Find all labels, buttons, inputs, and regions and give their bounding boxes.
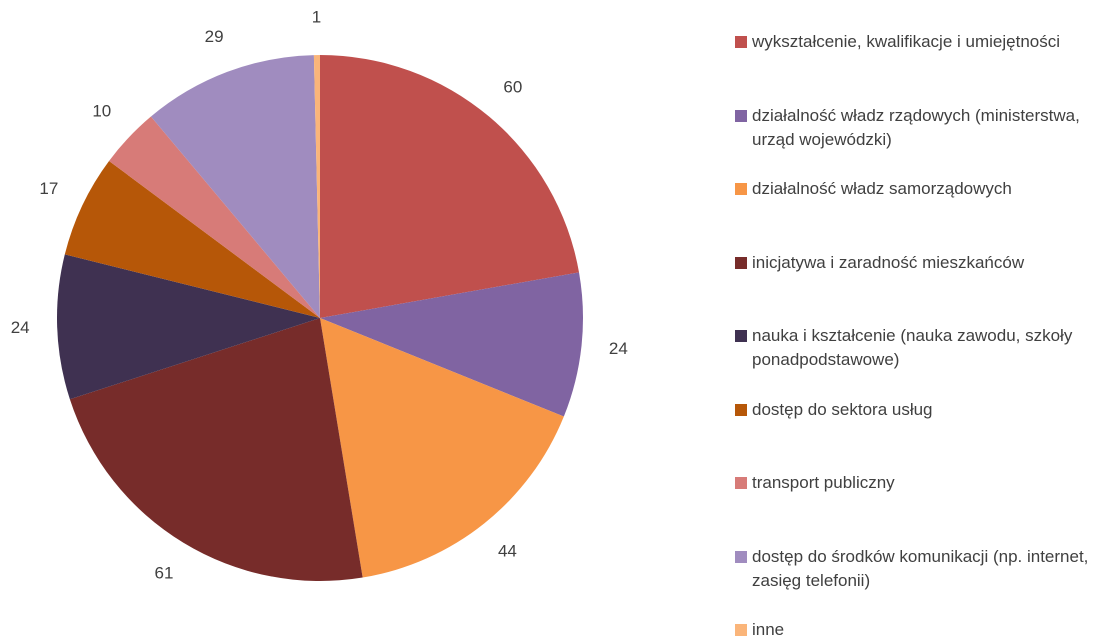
legend-item: wykształcenie, kwalifikacje i umiejętnoś… — [735, 30, 1107, 54]
chart: 60 24 44 61 24 17 10 29 1 — [11, 8, 628, 583]
pie-slice — [320, 318, 564, 578]
pie-slice — [109, 116, 321, 319]
legend-label: nauka i kształcenie (nauka zawodu, szkoł… — [752, 326, 1073, 369]
pie-slice — [69, 318, 363, 581]
legend-label: wykształcenie, kwalifikacje i umiejętnoś… — [752, 32, 1061, 51]
legend-item: transport publiczny — [735, 471, 1107, 495]
legend-item: działalność władz rządowych (ministerstw… — [735, 104, 1107, 152]
legend-label: działalność władz samorządowych — [752, 179, 1012, 198]
legend-swatch — [735, 403, 747, 416]
legend-swatch — [735, 550, 747, 563]
data-label: 24 — [609, 339, 628, 358]
legend-label: inne — [752, 620, 785, 639]
legend-item: inicjatywa i zaradność mieszkańców — [735, 251, 1107, 275]
pie-slice — [320, 55, 580, 318]
legend-swatch — [735, 330, 747, 342]
data-label: 61 — [155, 564, 174, 583]
pie-slice — [150, 55, 320, 319]
legend-swatch — [735, 109, 747, 122]
legend-item: dostęp do środków komunikacji (np. inter… — [735, 545, 1107, 593]
legend-label: transport publiczny — [752, 473, 895, 492]
legend-swatch — [735, 256, 747, 269]
legend-item: nauka i kształcenie (nauka zawodu, szkoł… — [735, 324, 1107, 372]
legend-label: dostęp do środków komunikacji (np. inter… — [752, 546, 1089, 590]
legend: wykształcenie, kwalifikacje i umiejętnoś… — [735, 0, 1111, 640]
legend-label: inicjatywa i zaradność mieszkańców — [752, 252, 1025, 272]
pie-slice — [313, 55, 320, 318]
legend-swatch — [735, 477, 747, 489]
legend-swatch — [735, 624, 747, 636]
pie-slice — [320, 272, 583, 417]
data-label: 17 — [39, 179, 58, 198]
legend-swatch — [735, 183, 747, 195]
data-label: 1 — [312, 8, 321, 27]
pie-slice — [64, 160, 320, 318]
data-label: 29 — [205, 27, 224, 46]
pie-slice — [57, 254, 321, 400]
legend-item: inne — [735, 618, 1107, 642]
data-label: 24 — [11, 318, 30, 337]
data-label: 44 — [498, 542, 517, 561]
data-label: 10 — [92, 102, 111, 121]
legend-swatch — [735, 36, 747, 48]
data-label: 60 — [503, 78, 522, 97]
legend-label: dostęp do sektora usług — [752, 399, 933, 419]
legend-item: dostęp do sektora usług — [735, 398, 1107, 422]
legend-label: działalność władz rządowych (ministerstw… — [752, 105, 1080, 149]
legend-item: działalność władz samorządowych — [735, 177, 1107, 201]
